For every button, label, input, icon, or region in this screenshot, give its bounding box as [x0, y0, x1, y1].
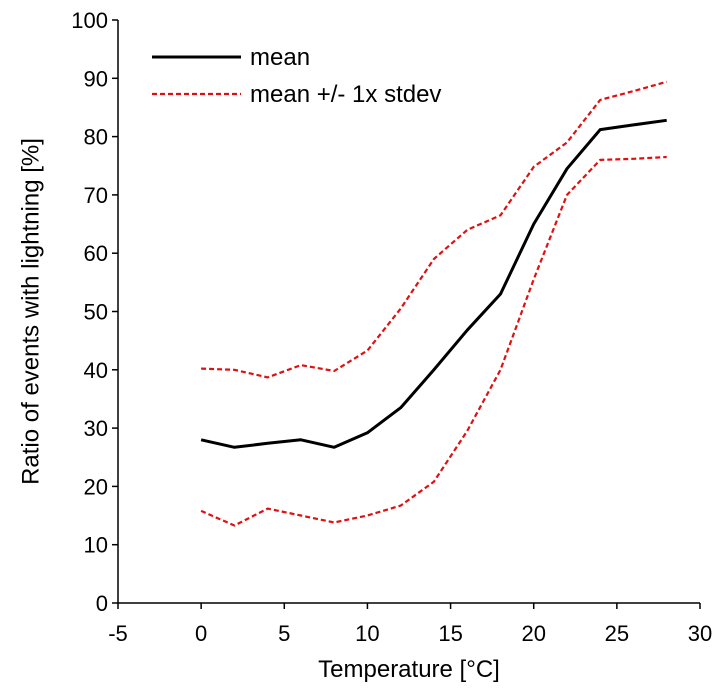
legend-label-1: mean +/- 1x stdev: [250, 81, 441, 108]
series-line-1: [201, 80, 667, 379]
y-tick-label: 10: [84, 533, 108, 558]
x-tick-label: -5: [108, 621, 128, 646]
legend-label-0: mean: [250, 44, 310, 71]
y-tick-label: 0: [96, 591, 108, 616]
x-axis-title: Temperature [°C]: [318, 656, 500, 683]
series-group: [200, 80, 667, 527]
y-tick-label: 30: [84, 416, 108, 441]
x-tick-label: 25: [605, 621, 629, 646]
y-tick-label: 100: [71, 8, 108, 33]
y-tick-label: 20: [84, 474, 108, 499]
series-line-2: [200, 155, 667, 527]
x-tick-label: 0: [195, 621, 207, 646]
x-tick-label: 5: [278, 621, 290, 646]
series-line-0: [200, 118, 667, 449]
y-axis-title: Ratio of events with lightning [%]: [18, 138, 45, 485]
y-tick-label: 50: [84, 300, 108, 325]
y-tick-label: 80: [84, 125, 108, 150]
x-tick-label: 15: [438, 621, 462, 646]
y-tick-label: 70: [84, 183, 108, 208]
y-tick-label: 60: [84, 241, 108, 266]
x-tick-label: 30: [688, 621, 712, 646]
x-tick-label: 20: [521, 621, 545, 646]
x-tick-label: 10: [355, 621, 379, 646]
legend: mean mean +/- 1x stdev: [152, 44, 441, 108]
y-tick-label: 90: [84, 66, 108, 91]
y-tick-label: 40: [84, 358, 108, 383]
